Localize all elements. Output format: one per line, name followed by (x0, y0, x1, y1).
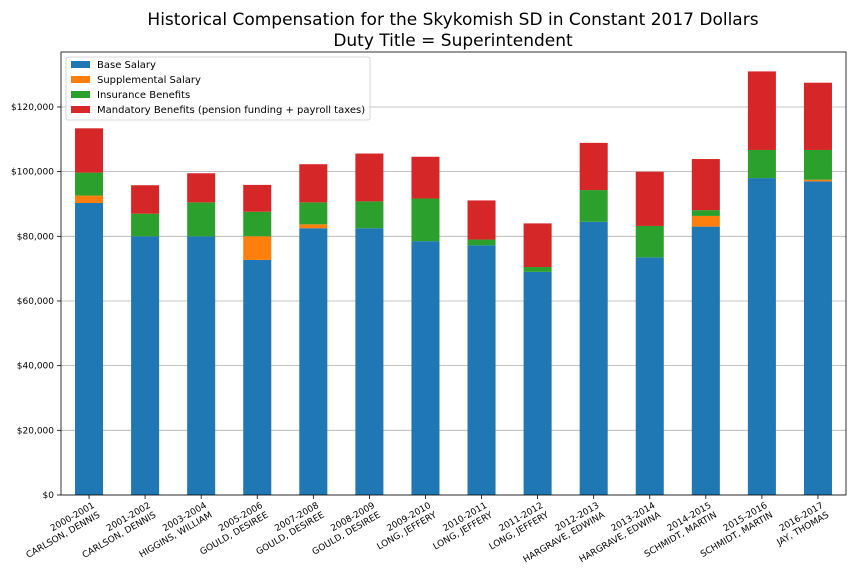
bar-segment (299, 228, 328, 495)
bar-segment (187, 236, 216, 495)
bar-segment (299, 202, 328, 225)
bar-segment (131, 185, 160, 214)
bar-segment (691, 226, 720, 495)
legend-box (65, 56, 371, 121)
bar-segment (411, 198, 440, 242)
bar-segment (635, 225, 664, 258)
bar-segment (411, 156, 440, 199)
plot-frame (60, 51, 847, 496)
bar-segment (355, 153, 384, 202)
bar-segment (187, 202, 216, 237)
legend-label: Supplemental Salary (97, 75, 201, 86)
legend: Base Salary Supplemental Salary Insurance … (65, 56, 371, 121)
legend-label: Mandatory Benefits (pension funding + pa… (97, 105, 365, 116)
bar-segment (803, 179, 832, 182)
bar-segment (523, 267, 552, 272)
bar-segment (355, 201, 384, 229)
bar-segment (75, 203, 104, 495)
y-axis: $0 $20,000 $40,000 $60,000 $80,000 $100,000 $1… (11, 103, 61, 501)
legend-swatch (71, 76, 90, 83)
bar-segment (803, 82, 832, 150)
bar-segment (635, 171, 664, 226)
gridlines (61, 106, 846, 496)
bar-segment (635, 257, 664, 495)
bar-segment (467, 245, 496, 495)
legend-swatch (71, 91, 90, 98)
bar-segment (803, 149, 832, 180)
bar-segment (523, 271, 552, 495)
y-tick-label: $20,000 (17, 426, 54, 436)
legend-swatch (71, 106, 90, 113)
bar-segment (467, 200, 496, 240)
bar-segment (243, 211, 272, 237)
bar-segment (299, 164, 328, 203)
bar-segment (691, 159, 720, 211)
chart-title: Historical Compensation for the Skykomis… (147, 10, 758, 30)
y-tick-label: $120,000 (11, 103, 54, 113)
bar-segment (467, 239, 496, 246)
chart-subtitle: Duty Title = Superintendent (333, 31, 573, 51)
bar-segment (243, 259, 272, 495)
bar-segment (131, 236, 160, 495)
y-tick-label: $0 (43, 491, 55, 501)
bar-segment (803, 181, 832, 495)
bar-segment (579, 190, 608, 222)
bars (75, 71, 832, 496)
bar-segment (691, 215, 720, 227)
bar-segment (299, 224, 328, 229)
bar-segment (579, 221, 608, 496)
bar-segment (691, 210, 720, 216)
y-tick-label: $80,000 (17, 232, 54, 242)
bar-segment (187, 173, 216, 203)
bar-segment (243, 236, 272, 260)
y-tick-label: $60,000 (17, 297, 54, 307)
bar-segment (523, 223, 552, 268)
legend-label: Base Salary (97, 60, 156, 71)
bar-segment (243, 184, 272, 212)
bar-segment (75, 195, 104, 204)
bar-segment (747, 178, 776, 495)
legend-label: Insurance Benefits (97, 90, 190, 101)
bar-segment (75, 172, 104, 196)
bar-segment (131, 213, 160, 237)
y-tick-label: $40,000 (17, 362, 54, 372)
bar-segment (75, 128, 104, 173)
bar-segment (355, 228, 384, 495)
bar-segment (747, 71, 776, 150)
legend-swatch (71, 61, 90, 68)
bar-segment (579, 142, 608, 191)
y-tick-label: $100,000 (11, 168, 54, 178)
bar-segment (747, 149, 776, 179)
bar-segment (411, 241, 440, 495)
